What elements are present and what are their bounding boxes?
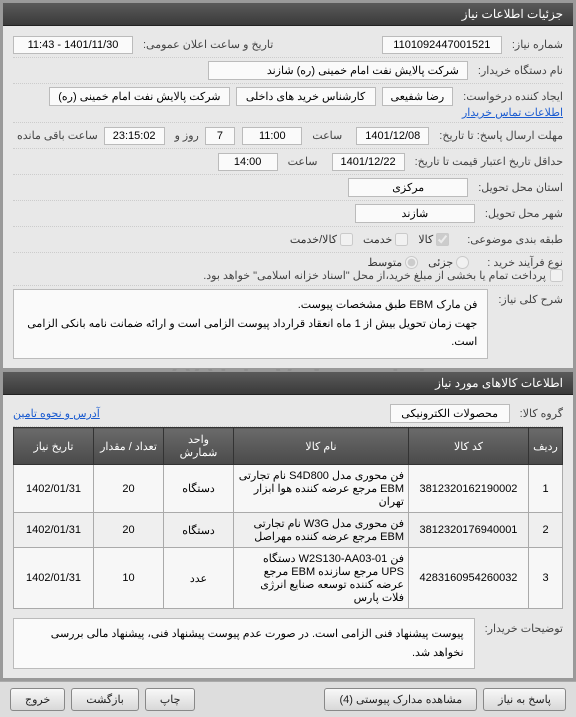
credit-date: 1401/12/22 — [332, 153, 405, 171]
table-row[interactable]: 23812320176940001فن محوری مدل W3G نام تج… — [14, 513, 563, 548]
desc-line2: جهت زمان تحویل بیش از 1 ماه انعقاد قرارد… — [24, 315, 477, 352]
remain-value: 23:15:02 — [104, 127, 165, 145]
col-unit: واحد شمارش — [164, 428, 234, 465]
cat-goods-service-label: کالا/خدمت — [290, 233, 337, 246]
requester-label: ایجاد کننده درخواست: — [459, 90, 563, 103]
buyer-label: نام دستگاه خریدار: — [474, 64, 563, 77]
announce-label: تاریخ و ساعت اعلان عمومی: — [139, 38, 273, 51]
reply-button[interactable]: پاسخ به نیاز — [483, 688, 566, 711]
category-checkboxes: کالا خدمت کالا/خدمت — [290, 233, 449, 246]
remain-label: ساعت باقی مانده — [13, 129, 98, 142]
city-label: شهر محل تحویل: — [481, 207, 563, 220]
need-no-label: شماره نیاز: — [508, 38, 563, 51]
table-row[interactable]: 13812320162190002فن محوری مدل S4D800 نام… — [14, 465, 563, 513]
days-value: 7 — [205, 127, 235, 145]
cell-idx: 1 — [529, 465, 563, 513]
requester-org: شرکت پالایش نفت امام خمینی (ره) — [49, 87, 229, 106]
time-label-2: ساعت — [284, 155, 318, 168]
notes-label: توضیحات خریدار: — [481, 618, 563, 635]
goods-panel: اطلاعات کالاهای مورد نیاز گروه کالا: محص… — [2, 371, 574, 679]
cell-code: 3812320176940001 — [409, 513, 529, 548]
col-idx: ردیف — [529, 428, 563, 465]
cell-idx: 2 — [529, 513, 563, 548]
announce-value: 1401/11/30 - 11:43 — [13, 36, 133, 54]
requester-role: کارشناس خرید های داخلی — [236, 87, 376, 106]
contact-link[interactable]: اطلاعات تماس خریدار — [462, 106, 563, 119]
cell-unit: دستگاه — [164, 513, 234, 548]
cell-qty: 20 — [94, 465, 164, 513]
cell-date: 1402/01/31 — [14, 465, 94, 513]
group-value: محصولات الکترونیکی — [390, 404, 510, 423]
supply-link[interactable]: آدرس و نحوه تامین — [13, 407, 100, 420]
proc-small-radio — [456, 256, 469, 269]
deadline-date: 1401/12/08 — [356, 127, 429, 145]
cell-code: 3812320162190002 — [409, 465, 529, 513]
goods-panel-title: اطلاعات کالاهای مورد نیاز — [3, 372, 573, 395]
cat-goods-checkbox — [436, 233, 449, 246]
cell-name: فن محوری مدل S4D800 نام تجارتی EBM مرجع … — [234, 465, 409, 513]
cat-service-checkbox — [395, 233, 408, 246]
process-label: نوع فرآیند خرید : — [483, 256, 563, 269]
print-button[interactable]: چاپ — [145, 688, 196, 711]
process-radios: جزئی متوسط — [368, 256, 470, 269]
details-panel: جزئیات اطلاعات نیاز شماره نیاز: 11010924… — [2, 2, 574, 369]
deadline-time: 11:00 — [242, 127, 302, 145]
details-panel-title: جزئیات اطلاعات نیاز — [3, 3, 573, 26]
cell-name: فن محوری مدل W3G نام تجارتی EBM مرجع عرض… — [234, 513, 409, 548]
cell-date: 1402/01/31 — [14, 513, 94, 548]
need-no-value: 1101092447001521 — [382, 36, 502, 54]
cell-qty: 20 — [94, 513, 164, 548]
group-label: گروه کالا: — [516, 407, 563, 420]
cat-service-label: خدمت — [363, 233, 392, 246]
buyer-value: شرکت پالایش نفت امام خمینی (ره) شازند — [208, 61, 468, 80]
proc-med-label: متوسط — [368, 256, 403, 269]
notes-box: پیوست پیشنهاد فنی الزامی است. در صورت عد… — [13, 618, 475, 669]
exit-button[interactable]: خروج — [10, 688, 65, 711]
button-bar: پاسخ به نیاز مشاهده مدارک پیوستی (4) چاپ… — [0, 681, 576, 717]
desc-line1: فن مارک EBM طبق مشخصات پیوست. — [24, 296, 477, 315]
requester-name: رضا شفیعی — [382, 87, 454, 106]
col-name: نام کالا — [234, 428, 409, 465]
col-code: کد کالا — [409, 428, 529, 465]
province-value: مرکزی — [348, 178, 468, 197]
day-label: روز و — [171, 129, 199, 142]
proc-small-label: جزئی — [428, 256, 453, 269]
col-qty: تعداد / مقدار — [94, 428, 164, 465]
province-label: استان محل تحویل: — [474, 181, 563, 194]
pay-note-checkbox — [550, 269, 563, 282]
time-label-1: ساعت — [308, 129, 342, 142]
credit-label: حداقل تاریخ اعتبار قیمت تا تاریخ: — [411, 155, 563, 168]
col-date: تاریخ نیاز — [14, 428, 94, 465]
desc-box: فن مارک EBM طبق مشخصات پیوست. جهت زمان ت… — [13, 289, 488, 359]
cat-goods-label: کالا — [418, 233, 433, 246]
subject-cat-label: طبقه بندی موضوعی: — [463, 233, 563, 246]
deadline-label: مهلت ارسال پاسخ: تا تاریخ: — [435, 129, 563, 142]
back-button[interactable]: بازگشت — [71, 688, 139, 711]
credit-time: 14:00 — [218, 153, 278, 171]
pay-note-text: پرداخت تمام یا بخشی از مبلغ خرید،از محل … — [199, 269, 546, 282]
cell-unit: دستگاه — [164, 465, 234, 513]
city-value: شازند — [355, 204, 475, 223]
desc-label: شرح کلی نیاز: — [494, 289, 563, 306]
cat-goods-service-checkbox — [340, 233, 353, 246]
goods-table: ردیف کد کالا نام کالا واحد شمارش تعداد /… — [13, 427, 563, 609]
attachments-button[interactable]: مشاهده مدارک پیوستی (4) — [324, 688, 477, 711]
proc-med-radio — [405, 256, 418, 269]
